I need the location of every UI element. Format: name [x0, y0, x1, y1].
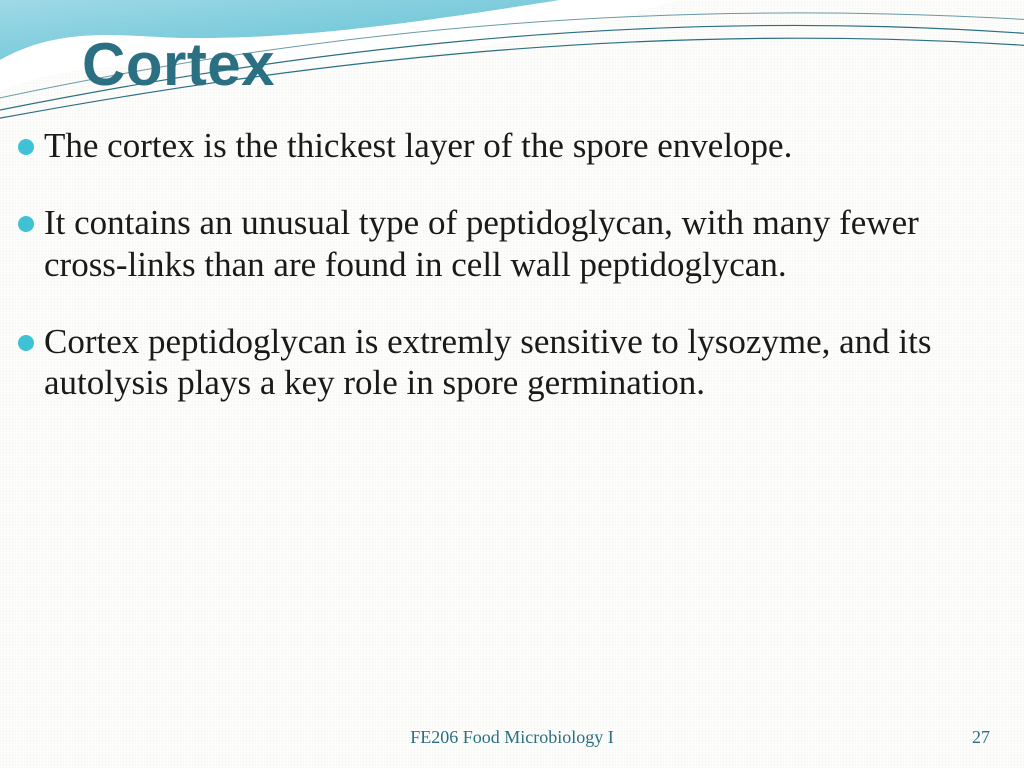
footer-page-number: 27 — [972, 727, 990, 748]
slide-body: The cortex is the thickest layer of the … — [18, 125, 998, 439]
bullet-item: The cortex is the thickest layer of the … — [18, 125, 998, 166]
footer-course: FE206 Food Microbiology I — [0, 727, 1024, 748]
bullet-icon — [18, 216, 34, 232]
bullet-icon — [18, 335, 34, 351]
bullet-item: It contains an unusual type of peptidogl… — [18, 202, 998, 285]
bullet-text: It contains an unusual type of peptidogl… — [44, 202, 998, 285]
bullet-icon — [18, 139, 34, 155]
bullet-text: The cortex is the thickest layer of the … — [44, 125, 792, 166]
bullet-text: Cortex peptidoglycan is extremly sensiti… — [44, 321, 998, 404]
bullet-item: Cortex peptidoglycan is extremly sensiti… — [18, 321, 998, 404]
slide-title: Cortex — [82, 30, 275, 99]
